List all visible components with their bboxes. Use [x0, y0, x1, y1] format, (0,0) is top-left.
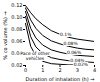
svg-text:0.02: 0.02: [11, 62, 22, 68]
svg-text:0: 0: [24, 67, 27, 73]
svg-text:Duration of inhalation (h) →: Duration of inhalation (h) →: [26, 76, 95, 82]
svg-text:% co volume (%) →: % co volume (%) →: [2, 11, 8, 59]
svg-text:4: 4: [93, 67, 96, 73]
svg-text:2: 2: [58, 67, 61, 73]
svg-text:0.04: 0.04: [11, 50, 23, 57]
svg-text:0.06%: 0.06%: [67, 50, 82, 55]
svg-text:0.06: 0.06: [11, 38, 22, 44]
svg-text:0.08: 0.08: [11, 26, 22, 32]
svg-text:3: 3: [76, 67, 79, 73]
svg-text:0.08%: 0.08%: [63, 41, 78, 46]
svg-text:0.02%: 0.02%: [74, 62, 89, 67]
svg-text:0.10: 0.10: [11, 14, 22, 20]
svg-text:0.12: 0.12: [11, 2, 22, 8]
svg-text:1: 1: [41, 67, 44, 73]
svg-text:0.04%: 0.04%: [70, 57, 85, 63]
svg-text:0.1%: 0.1%: [60, 32, 72, 37]
svg-text:Pace of othervehicles: Pace of othervehicles: [20, 51, 50, 61]
